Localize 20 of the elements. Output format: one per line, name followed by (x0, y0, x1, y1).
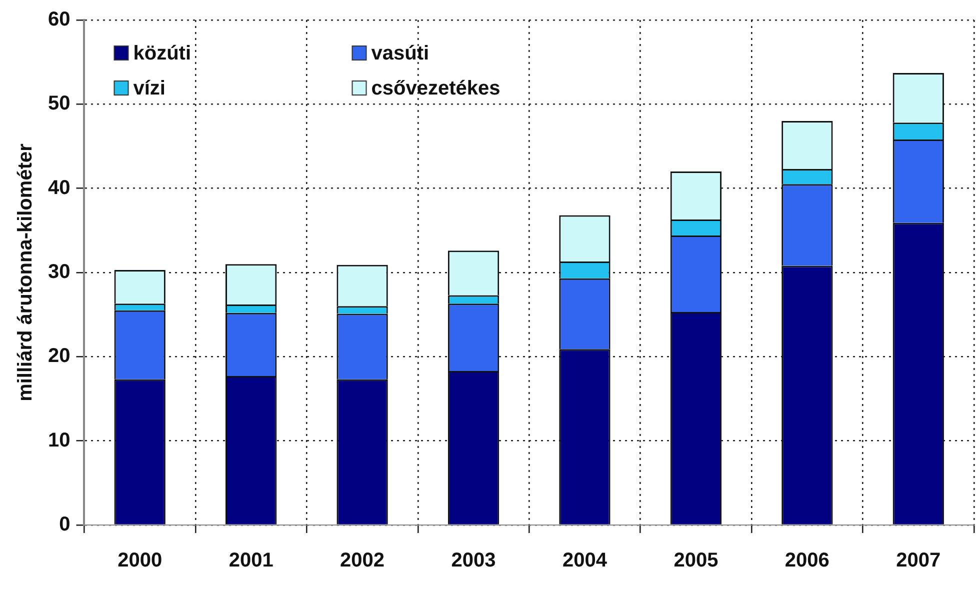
y-tick-label: 30 (48, 261, 70, 284)
x-tick-label: 2007 (896, 550, 941, 572)
y-tick-label: 60 (48, 8, 70, 31)
legend-label: közúti (133, 42, 192, 65)
x-tick-label: 2003 (451, 550, 496, 572)
legend-label: csővezetékes (371, 78, 500, 100)
x-tick-label: 2004 (562, 550, 608, 572)
x-tick-label: 2006 (784, 550, 830, 572)
x-tick-label: 2002 (340, 550, 385, 572)
y-tick-label: 20 (48, 345, 70, 368)
legend-label: vízi (133, 78, 166, 100)
y-tick-label: 10 (48, 429, 70, 452)
x-tick-label: 2001 (228, 550, 274, 572)
x-tick-label: 2005 (674, 550, 718, 572)
y-axis-title: milliárd árutonna-kilométer (14, 143, 37, 402)
y-tick-label: 40 (48, 176, 70, 199)
x-tick-label: 2000 (118, 550, 162, 572)
y-tick-label: 50 (48, 92, 70, 115)
y-tick-label: 0 (59, 514, 70, 536)
legend-label: vasúti (371, 42, 430, 65)
